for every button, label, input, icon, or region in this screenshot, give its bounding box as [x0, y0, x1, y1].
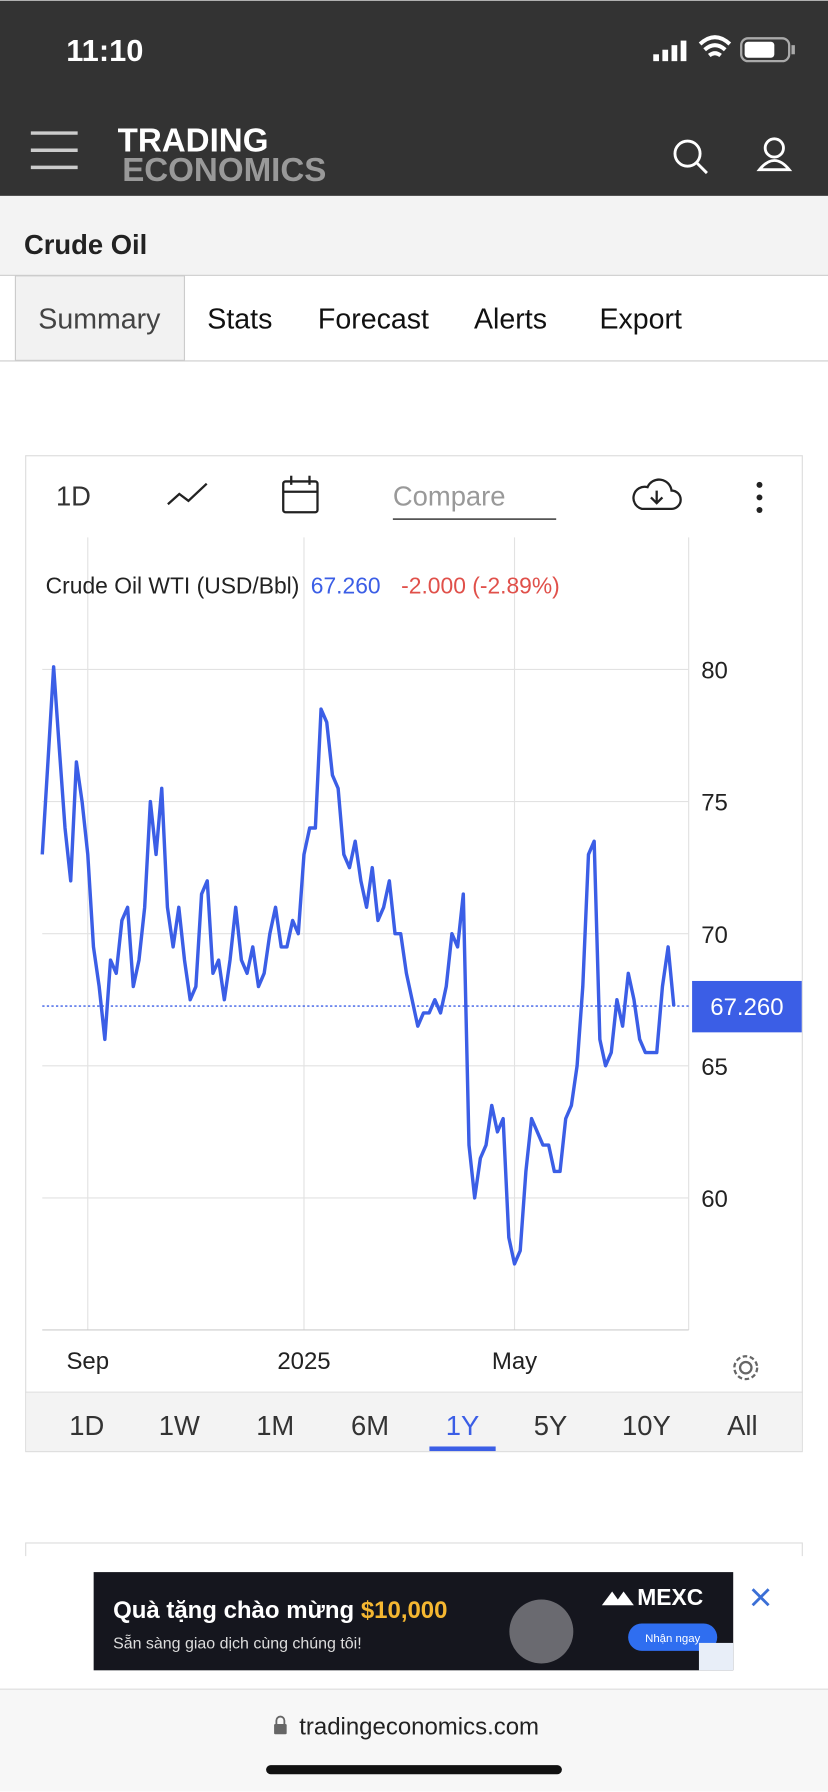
search-button[interactable]: [673, 139, 708, 175]
price-line: [40, 665, 676, 1266]
more-button[interactable]: [756, 481, 763, 513]
top-bar: [0, 0, 828, 196]
tab-active-bg: [14, 275, 186, 361]
ad-close[interactable]: [751, 1588, 770, 1607]
legend-price: 67.260: [311, 572, 381, 598]
ad-headline-text: Quà tặng chào mừng: [113, 1597, 354, 1624]
legend-change: -2.000 (-2.89%): [401, 572, 560, 598]
x-tick-label: 2025: [277, 1348, 330, 1375]
ad-brand: MEXC: [637, 1584, 703, 1610]
home-indicator: [266, 1765, 562, 1775]
ad-logo: [601, 1591, 634, 1606]
tab[interactable]: Stats: [207, 303, 272, 335]
current-tag: [692, 980, 802, 1033]
range-underline: [429, 1446, 496, 1452]
signal-icon: [653, 40, 687, 62]
range-button[interactable]: 6M: [351, 1410, 389, 1441]
y-tick-label: 80: [701, 658, 728, 685]
range-button[interactable]: 1M: [256, 1410, 294, 1441]
status-time: 11:10: [66, 33, 143, 68]
wifi-icon: [698, 35, 732, 58]
ad-choices[interactable]: [698, 1642, 734, 1671]
ad-amount: $10,000: [361, 1597, 448, 1624]
ad-cta[interactable]: [628, 1623, 718, 1651]
logo-bottom[interactable]: ECONOMICS: [122, 152, 326, 189]
ad-headline: Quà tặng chào mừng $10,000: [113, 1597, 447, 1624]
x-tick-label: May: [492, 1348, 537, 1375]
lock-icon: [274, 1715, 287, 1735]
ad-image: [509, 1599, 574, 1664]
menu-button[interactable]: [30, 131, 78, 170]
tab[interactable]: Forecast: [318, 303, 429, 335]
y-tick-label: 60: [701, 1186, 728, 1213]
title-band: [0, 195, 828, 275]
tab[interactable]: Summary: [38, 303, 161, 335]
battery-icon: [740, 37, 795, 63]
logo-top[interactable]: TRADING: [118, 122, 269, 159]
range-button[interactable]: 10Y: [622, 1410, 671, 1441]
tab[interactable]: Alerts: [474, 303, 547, 335]
y-tick-label: 70: [701, 922, 728, 949]
x-tick-label: Sep: [66, 1348, 109, 1375]
chart-card: [25, 455, 803, 1453]
page-title: Crude Oil: [24, 229, 147, 260]
range-button[interactable]: 5Y: [534, 1410, 568, 1441]
y-tick-label: 75: [701, 790, 728, 817]
download-button[interactable]: [632, 478, 682, 510]
range-button[interactable]: 1Y: [446, 1410, 480, 1441]
period-button[interactable]: 1D: [56, 480, 91, 511]
chart-type-button[interactable]: [167, 482, 208, 506]
legend: Crude Oil WTI (USD/Bbl) 67.260 -2.000 (-2.…: [46, 572, 560, 598]
user-button[interactable]: [756, 137, 793, 172]
ad-cta-text: Nhận ngay: [645, 1633, 700, 1645]
url-text[interactable]: tradingeconomics.com: [299, 1713, 539, 1740]
tab[interactable]: Export: [599, 303, 682, 335]
settings-button[interactable]: [733, 1355, 759, 1381]
y-tick-label: 65: [701, 1054, 728, 1081]
range-button[interactable]: 1D: [69, 1410, 104, 1441]
compare-input[interactable]: Compare: [393, 480, 506, 511]
ad-subtitle: Sẵn sàng giao dịch cùng chúng tôi!: [113, 1634, 362, 1653]
calendar-button[interactable]: [282, 475, 319, 514]
range-button[interactable]: All: [727, 1410, 757, 1441]
range-bar: [26, 1392, 802, 1452]
current-tag-label: 67.260: [710, 994, 783, 1021]
ad-banner[interactable]: [93, 1572, 734, 1671]
legend-name: Crude Oil WTI (USD/Bbl): [46, 572, 300, 598]
range-button[interactable]: 1W: [159, 1410, 200, 1441]
